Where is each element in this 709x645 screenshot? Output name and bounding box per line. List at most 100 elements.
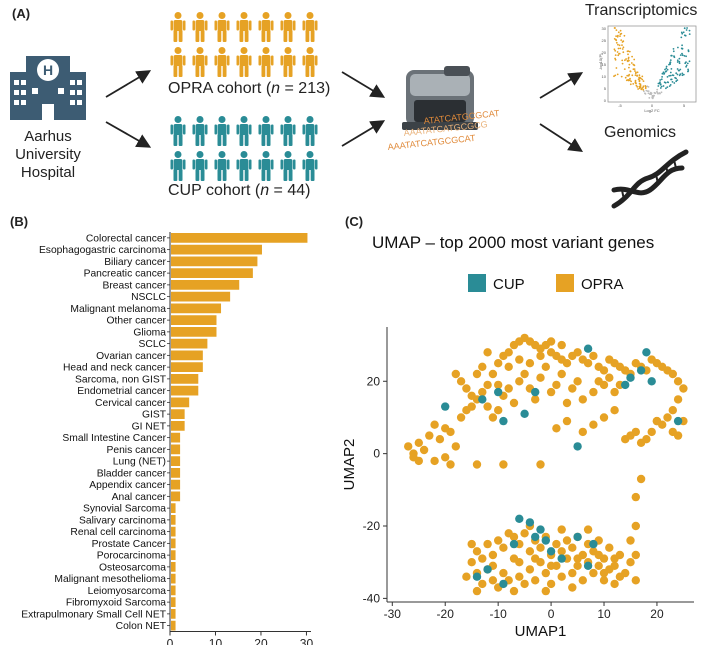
bar-category-label: NSCLC [131,292,166,303]
volcano-dot [666,76,669,78]
umap-point-opra [568,543,577,552]
umap-point-opra [525,359,535,368]
bar [171,526,176,537]
volcano-dot [628,79,631,82]
umap-point-opra [488,550,498,560]
umap-point-cup [626,373,635,382]
volcano-dot [668,63,670,66]
umap-point-cup [483,565,492,574]
umap-point-opra [472,547,482,556]
sequencer-icon: ATATCATGCGCAT AAATATCATGCGCG AAATATCATGC… [387,66,500,152]
umap-point-cup [472,572,482,581]
volcano-dot [644,93,647,95]
volcano-dot [641,75,644,78]
umap-y-axis-label: UMAP2 [341,439,358,491]
umap-point-opra [599,380,609,390]
volcano-dot [686,27,688,29]
volcano-dot [633,58,636,61]
volcano-dot [657,92,659,95]
cup-n-symbol: n [260,182,270,199]
volcano-dot [627,56,630,59]
legend-label: CUP [493,276,525,293]
umap-point-cup [573,532,582,542]
bar [171,338,208,349]
volcano-dot [659,79,662,81]
umap-point-opra [663,413,672,422]
volcano-dot [638,82,641,85]
umap-point-opra [536,351,545,361]
umap-point-cup [621,380,630,390]
volcano-dot [641,78,644,81]
volcano-dot [669,59,672,61]
umap-point-opra [626,558,635,567]
umap-point-cup [583,561,593,570]
umap-point-opra [573,554,582,563]
umap-point-opra [578,427,587,437]
umap-point-opra [573,348,582,357]
umap-point-opra [499,460,508,469]
volcano-dot [630,80,632,83]
volcano-dot [619,29,622,32]
volcano-dot [678,57,681,60]
volcano-dot [676,73,679,76]
bar-category-label: Glioma [133,327,166,338]
umap-point-opra [583,525,593,534]
volcano-dot [660,85,663,88]
arrow-seq-genomics [539,123,584,152]
bar-category-label: SCLC [139,339,167,350]
umap-point-opra [509,398,519,408]
bar [171,362,203,372]
volcano-dot [644,86,647,88]
volcano-dot [688,60,691,63]
umap-point-cup [531,532,540,542]
bar-category-label: Pancreatic cancer [84,269,167,280]
volcano-dot [664,70,667,73]
bar-category-label: Other cancer [106,316,166,327]
umap-point-opra [631,550,640,560]
volcano-ytick-5: 20 [602,50,607,55]
volcano-dot [678,62,681,65]
umap-point-opra [589,420,598,429]
hospital-label: Aarhus University Hospital [5,128,91,182]
volcano-xlabel: Log2 FC [644,108,659,113]
umap-x-axis-label: UMAP1 [515,623,567,640]
umap-point-cup [589,539,598,549]
volcano-dot [618,52,621,55]
umap-point-opra [668,369,677,379]
umap-point-opra [599,576,609,585]
umap-point-opra [546,579,556,589]
bar-category-label: Biliary cancer [104,257,166,268]
umap-point-opra [557,340,566,350]
bar-category-label: Extrapulmonary Small Cell NET [21,609,166,620]
umap-point-opra [404,442,413,451]
volcano-dot [683,55,686,57]
legend-swatch [468,274,486,292]
volcano-dot [625,58,627,60]
umap-point-opra [589,387,598,397]
umap-point-opra [456,413,466,422]
umap-point-cup [499,416,508,426]
umap-x-tick-label: 10 [597,607,611,621]
umap-point-opra [668,406,677,415]
opra-prefix: OPRA cohort ( [168,80,272,97]
volcano-xtick-2: 0 [651,103,654,108]
volcano-dot [688,29,691,32]
volcano-dot [628,66,630,69]
umap-point-cup [525,518,535,527]
volcano-dot [680,36,683,39]
volcano-dot [683,34,686,37]
umap-point-opra [515,558,524,567]
umap-point-opra [652,416,662,426]
bar-category-label: Cervical cancer [95,398,167,409]
volcano-dot [676,61,679,63]
bar [171,573,176,584]
volcano-dot [635,71,637,74]
umap-point-opra [467,402,476,411]
volcano-dot [637,88,639,90]
umap-point-cup [499,579,508,589]
umap-point-opra [562,536,572,545]
umap-title: UMAP – top 2000 most variant genes [372,233,654,252]
legend-label: OPRA [581,276,624,293]
volcano-dot [635,84,638,87]
volcano-ytick-3: 10 [602,74,607,79]
